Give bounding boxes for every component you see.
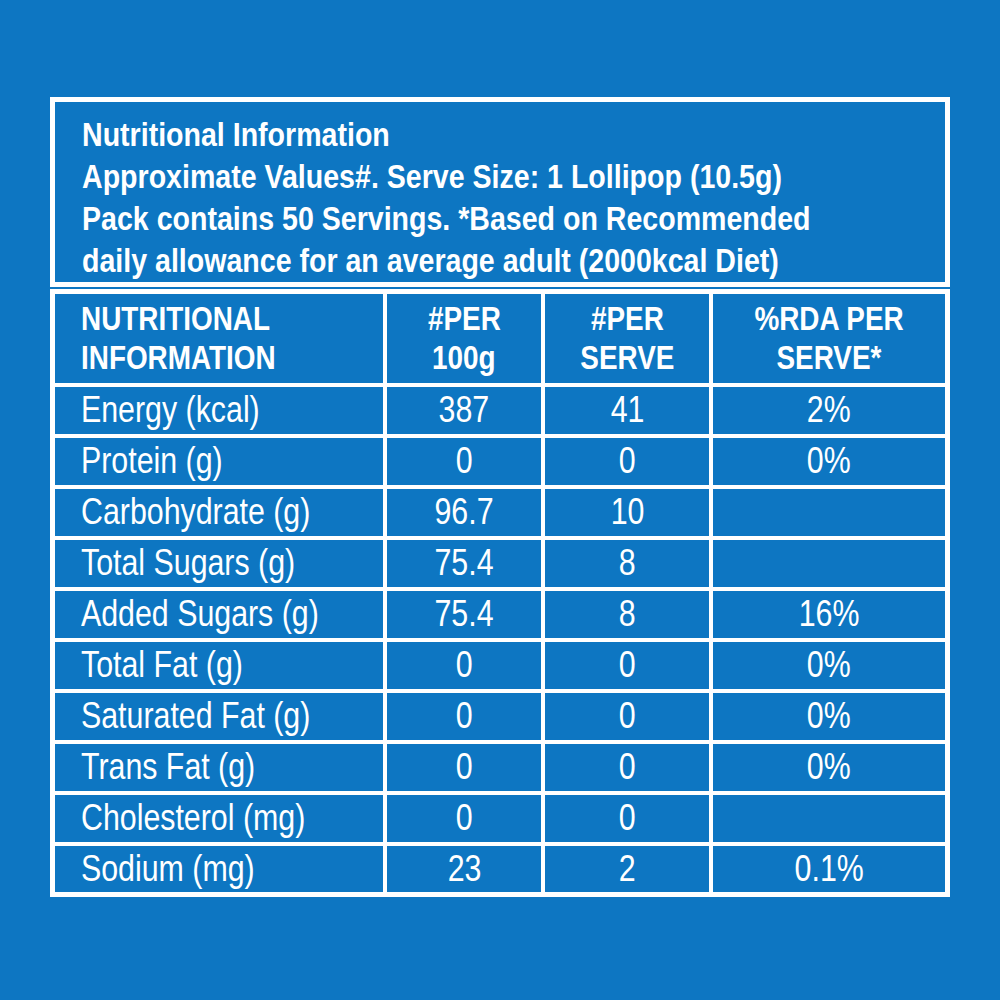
header-serve-size-line: Approximate Values#. Serve Size: 1 Lolli… [82,155,945,197]
per-serve-cell: 0 [543,640,711,691]
rda-cell: 0% [711,640,947,691]
table-row: Carbohydrate (g) 96.7 10 [53,487,948,538]
per-100g-cell: 75.4 [385,538,543,589]
per-100g-cell: 96.7 [385,487,543,538]
nutrient-name-cell: Protein (g) [53,436,386,487]
per-serve-cell: 10 [543,487,711,538]
rda-cell: 0% [711,436,947,487]
column-header-nutrient: NUTRITIONAL INFORMATION [53,292,386,385]
column-header-per-100g: #PER 100g [385,292,543,385]
per-100g-cell: 0 [385,640,543,691]
rda-cell: 2% [711,385,947,436]
per-100g-cell: 0 [385,436,543,487]
per-100g-cell: 0 [385,691,543,742]
nutrition-facts-label: { "page": { "background_color": "#0d76c2… [0,0,1000,1000]
per-serve-cell: 0 [543,742,711,793]
per-serve-cell: 8 [543,538,711,589]
nutrient-name-cell: Trans Fat (g) [53,742,386,793]
rda-cell: 0% [711,742,947,793]
nutrient-name-cell: Energy (kcal) [53,385,386,436]
nutrient-name-cell: Added Sugars (g) [53,589,386,640]
rda-cell: 16% [711,589,947,640]
per-100g-cell: 75.4 [385,589,543,640]
nutrient-name-cell: Saturated Fat (g) [53,691,386,742]
per-serve-cell: 41 [543,385,711,436]
table-row: Protein (g) 0 0 0% [53,436,948,487]
per-serve-cell: 0 [543,691,711,742]
rda-cell [711,487,947,538]
nutrient-name-cell: Sodium (mg) [53,844,386,895]
table-row: Saturated Fat (g) 0 0 0% [53,691,948,742]
table-row: Cholesterol (mg) 0 0 [53,793,948,844]
per-serve-cell: 0 [543,793,711,844]
table-row: Energy (kcal) 387 41 2% [53,385,948,436]
column-header-per-serve: #PER SERVE [543,292,711,385]
nutrient-name-cell: Carbohydrate (g) [53,487,386,538]
nutrient-name-cell: Total Sugars (g) [53,538,386,589]
header-servings-line: Pack contains 50 Servings. *Based on Rec… [82,197,945,239]
table-row: Trans Fat (g) 0 0 0% [53,742,948,793]
per-serve-cell: 2 [543,844,711,895]
nutrition-table: NUTRITIONAL INFORMATION #PER 100g #PER S… [50,289,950,897]
rda-cell [711,538,947,589]
per-100g-cell: 23 [385,844,543,895]
per-100g-cell: 387 [385,385,543,436]
column-header-rda-per-serve: %RDA PER SERVE* [711,292,947,385]
table-row: Total Sugars (g) 75.4 8 [53,538,948,589]
header-note-box: Nutritional Information Approximate Valu… [50,97,950,287]
table-row: Total Fat (g) 0 0 0% [53,640,948,691]
nutrient-name-cell: Total Fat (g) [53,640,386,691]
header-rda-line: daily allowance for an average adult (20… [82,239,945,281]
header-title-line: Nutritional Information [82,113,945,155]
per-serve-cell: 0 [543,436,711,487]
per-100g-cell: 0 [385,793,543,844]
nutrient-name-cell: Cholesterol (mg) [53,793,386,844]
rda-cell: 0.1% [711,844,947,895]
table-row: Added Sugars (g) 75.4 8 16% [53,589,948,640]
table-header-row: NUTRITIONAL INFORMATION #PER 100g #PER S… [53,292,948,385]
per-serve-cell: 8 [543,589,711,640]
rda-cell: 0% [711,691,947,742]
rda-cell [711,793,947,844]
per-100g-cell: 0 [385,742,543,793]
table-row: Sodium (mg) 23 2 0.1% [53,844,948,895]
